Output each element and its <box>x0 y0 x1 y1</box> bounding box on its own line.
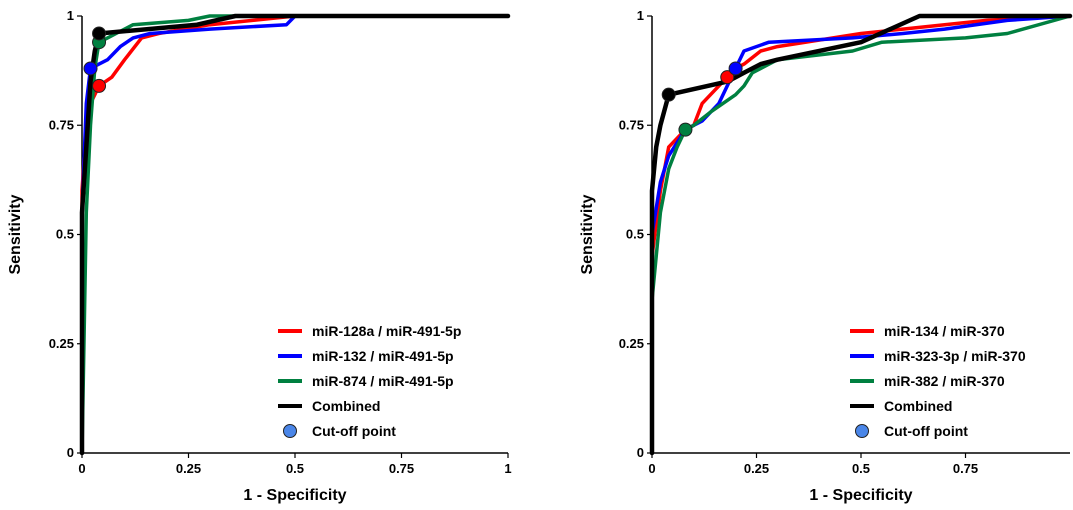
y-tick-label: 0 <box>67 445 74 460</box>
cutoff-point-1 <box>720 70 735 85</box>
y-tick-label: 1 <box>67 8 74 23</box>
cutoff-point-4 <box>661 87 676 102</box>
cutoff-point-4 <box>92 26 107 41</box>
legend-label-2: miR-132 / miR-491-5p <box>312 348 454 364</box>
series-line-2 <box>650 14 1072 455</box>
roc-chart-panel-2: 0 0.25 0.5 0.75 1 0 0.25 0.5 0.75 1 - Specificity… <box>579 8 1073 504</box>
legend: miR-134 / miR-370 miR-323-3p / miR-370 miR… <box>850 323 1026 439</box>
legend: miR-128a / miR-491-5p miR-132 / miR-491-5… <box>278 323 461 439</box>
legend-label-5: Cut-off point <box>884 423 968 439</box>
legend-label-3: miR-382 / miR-370 <box>884 373 1005 389</box>
x-tick-label: 0 <box>78 461 85 476</box>
legend-label-1: miR-128a / miR-491-5p <box>312 323 461 339</box>
y-tick-label: 1 <box>637 8 644 23</box>
y-tick-label: 0.5 <box>626 227 644 242</box>
cutoff-point-3 <box>678 122 693 137</box>
y-axis-title: Sensitivity <box>7 194 24 274</box>
legend-label-1: miR-134 / miR-370 <box>884 323 1005 339</box>
y-tick-label: 0.25 <box>49 336 74 351</box>
cutoff-point-2 <box>728 61 743 76</box>
x-tick-label: 0.25 <box>176 461 201 476</box>
y-axis-title: Sensitivity <box>579 194 596 274</box>
x-tick-label: 0.75 <box>953 461 978 476</box>
x-axis-title: 1 - Specificity <box>243 487 346 504</box>
series-line-1 <box>650 14 1072 455</box>
cutoff-point-2 <box>83 61 98 76</box>
x-tick-label: 0.25 <box>744 461 769 476</box>
y-tick-label: 0 <box>637 445 644 460</box>
x-tick-label: 1 <box>504 461 511 476</box>
legend-label-2: miR-323-3p / miR-370 <box>884 348 1026 364</box>
x-tick-label: 0 <box>648 461 655 476</box>
roc-chart-panel-1: 0 0.25 0.5 0.75 1 0 0.25 0.5 0.75 1 1 - Specificit… <box>7 8 512 504</box>
series-line-2 <box>80 14 510 455</box>
legend-label-4: Combined <box>884 398 952 414</box>
x-tick-label: 0.75 <box>389 461 414 476</box>
y-tick-label: 0.5 <box>56 227 74 242</box>
y-tick-label: 0.75 <box>49 117 74 132</box>
x-tick-label: 0.5 <box>286 461 304 476</box>
legend-label-3: miR-874 / miR-491-5p <box>312 373 454 389</box>
y-tick-label: 0.25 <box>619 336 644 351</box>
x-axis-title: 1 - Specificity <box>809 487 912 504</box>
legend-marker-cutoff <box>855 424 869 438</box>
series-line-3 <box>650 14 1072 455</box>
series-line-4 <box>649 13 1073 456</box>
series-line-3 <box>80 14 510 455</box>
y-tick-label: 0.75 <box>619 117 644 132</box>
cutoff-point-1 <box>92 78 107 93</box>
legend-label-5: Cut-off point <box>312 423 396 439</box>
legend-label-4: Combined <box>312 398 380 414</box>
legend-marker-cutoff <box>283 424 297 438</box>
x-tick-label: 0.5 <box>852 461 870 476</box>
